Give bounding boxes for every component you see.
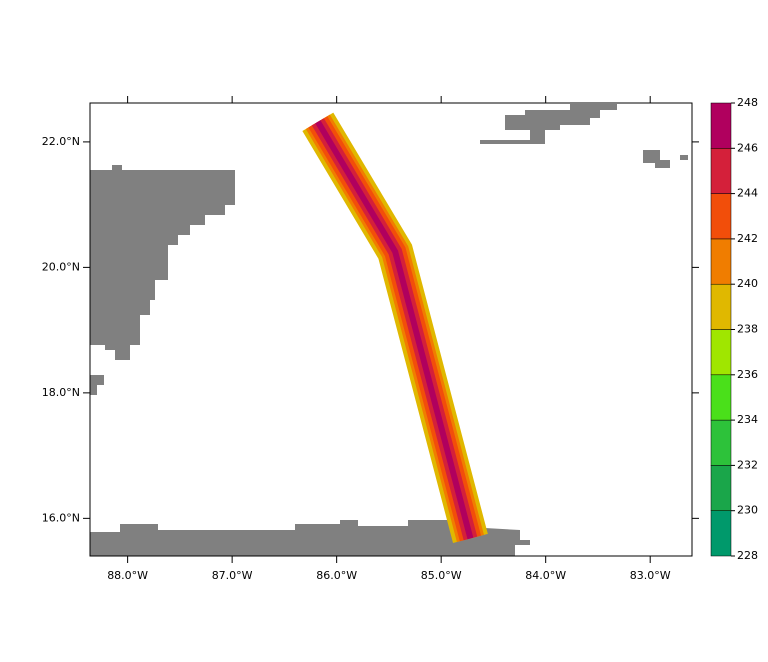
land-islet [90,375,104,395]
land [90,104,688,556]
colorbar-label: 240 [737,277,758,290]
colorbar-label: 244 [737,187,758,200]
x-tick-label: 85.0°W [421,569,462,582]
x-tick-label: 87.0°W [212,569,253,582]
land-cuba [480,104,617,144]
y-tick-label: 18.0°N [42,386,80,399]
colorbar-box [710,465,732,511]
colorbar-box [710,510,732,557]
swath-band [315,120,474,540]
colorbar-label: 232 [737,458,758,471]
x-tick-label: 86.0°W [316,569,357,582]
axes: 88.0°W 87.0°W 86.0°W 85.0°W 84.0°W 83.0°W 16.0… [42,96,699,582]
colorbar-label: 238 [737,323,758,336]
colorbar-label: 234 [737,413,758,426]
y-tick-label: 16.0°N [42,511,80,524]
colorbar-label: 236 [737,368,758,381]
colorbar-label: 228 [737,549,758,562]
colorbar: 228 230 232 234 236 238 240 242 244 246 248 [710,96,758,562]
land-honduras [90,520,530,556]
colorbar-label: 242 [737,232,758,245]
colorbar-box [710,419,732,466]
colorbar-box [710,193,732,240]
x-tick-label: 88.0°W [107,569,148,582]
plot-frame [89,102,693,557]
colorbar-box [710,283,732,330]
y-tick-label: 20.0°N [42,260,80,273]
colorbar-label: 230 [737,504,758,517]
colorbar-box [710,374,732,421]
x-tick-label: 84.0°W [525,569,566,582]
colorbar-box [710,148,732,194]
colorbar-label: 246 [737,141,758,154]
colorbar-label: 248 [737,96,758,109]
land-yucatan [90,165,235,360]
x-tick-label: 83.0°W [630,569,671,582]
colorbar-box [710,329,732,376]
swath [302,112,488,544]
y-tick-label: 22.0°N [42,135,80,148]
colorbar-box [710,238,732,285]
land-isle [643,150,670,168]
colorbar-box [710,102,732,149]
land-isle [680,155,688,160]
